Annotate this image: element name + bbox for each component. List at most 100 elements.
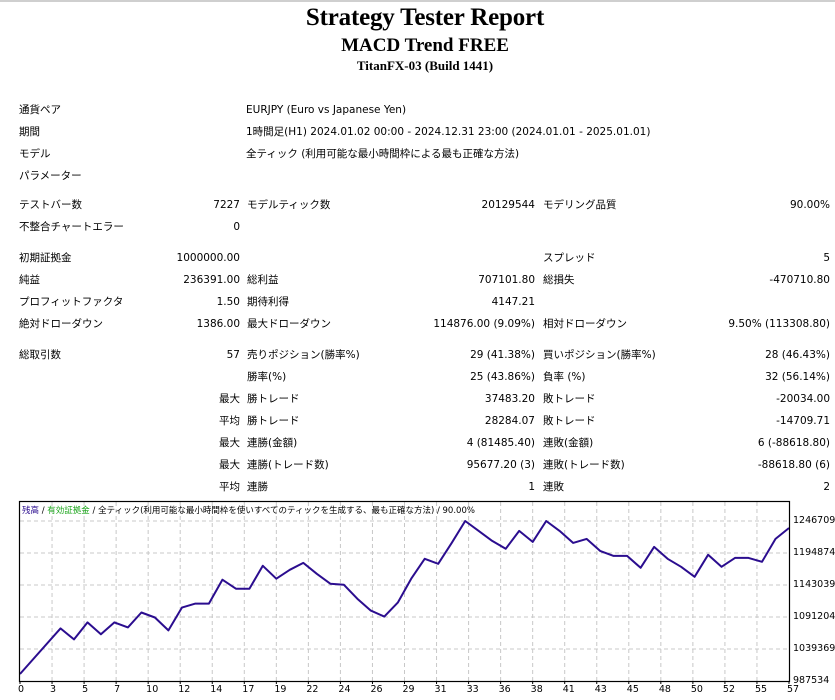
bars-label: テストバー数 (19, 199, 82, 211)
x-tick-label: 14 (210, 684, 223, 695)
x-tick-label: 48 (658, 684, 671, 695)
x-tick-label: 24 (338, 684, 351, 695)
row-prefix: 最大 (219, 393, 240, 405)
row-prefix: 平均 (219, 415, 240, 427)
info-label-parameters: パラメーター (19, 170, 82, 182)
x-tick-label: 38 (530, 684, 543, 695)
short-positions-label: 売りポジション(勝率%) (247, 349, 360, 361)
quality-label: モデリング品質 (543, 199, 617, 211)
info-label-symbol: 通貨ペア (19, 104, 61, 116)
row-prefix: 最大 (219, 437, 240, 449)
info-value-model: 全ティック (利用可能な最小時間枠による最も正確な方法) (246, 148, 520, 160)
info-value-symbol: EURJPY (Euro vs Japanese Yen) (246, 104, 407, 116)
x-tick-label: 29 (402, 684, 415, 695)
spread-label: スプレッド (543, 252, 596, 264)
expected-payoff-label: 期待利得 (247, 296, 289, 308)
row-prefix: 平均 (219, 481, 240, 493)
x-tick-label: 36 (498, 684, 511, 695)
abs-drawdown-label: 絶対ドローダウン (19, 318, 103, 330)
x-tick-label: 57 (787, 684, 800, 695)
rel-drawdown-value: 9.50% (113308.80) (728, 318, 830, 330)
ticks-label: モデルティック数 (247, 199, 331, 211)
short-positions-value: 29 (41.38%) (470, 349, 535, 361)
largest-win-value: 37483.20 (484, 393, 535, 405)
info-label-period: 期間 (19, 126, 40, 138)
max-consec-losses-amount-label: 連敗(金額) (543, 437, 594, 449)
max-drawdown-value: 114876.00 (9.09%) (433, 318, 535, 330)
win-rate-label: 勝率(%) (247, 371, 287, 383)
net-profit-label: 純益 (19, 274, 40, 286)
gross-loss-value: -470710.80 (769, 274, 830, 286)
x-tick-label: 41 (562, 684, 575, 695)
total-trades-label: 総取引数 (19, 349, 61, 361)
legend-balance: 残高 (22, 506, 40, 516)
max-consec-wins-amount-label: 連勝(金額) (247, 437, 298, 449)
x-tick-label: 10 (146, 684, 159, 695)
row-prefix: 最大 (219, 459, 240, 471)
report-title: Strategy Tester Report (305, 4, 545, 31)
loss-rate-value: 32 (56.14%) (765, 371, 830, 383)
info-label-model: モデル (19, 148, 51, 160)
average-win-label: 勝トレード (247, 415, 300, 427)
max-consec-losses-amount-value: 6 (-88618.80) (757, 437, 830, 449)
profit-factor-label: プロフィットファクタ (19, 296, 124, 308)
abs-drawdown-value: 1386.00 (196, 318, 240, 330)
x-tick-label: 55 (754, 684, 768, 695)
x-tick-label: 22 (306, 684, 319, 695)
legend-separator: / (39, 506, 48, 516)
max-consec-wins-count-label: 連勝(トレード数) (247, 459, 329, 471)
max-consec-losses-count-value: -88618.80 (6) (757, 459, 830, 471)
avg-consec-losses-value: 2 (823, 481, 830, 493)
profit-factor-value: 1.50 (216, 296, 240, 308)
expected-payoff-value: 4147.21 (491, 296, 535, 308)
ticks-value: 20129544 (481, 199, 535, 211)
x-tick-label: 3 (50, 684, 57, 695)
x-tick-label: 31 (434, 684, 447, 695)
max-drawdown-label: 最大ドローダウン (247, 318, 331, 330)
legend-details: / 全ティック(利用可能な最小時間枠を使いすべてのティックを生成する、最も正確な… (89, 506, 475, 516)
spread-value: 5 (823, 252, 830, 264)
long-positions-value: 28 (46.43%) (765, 349, 830, 361)
balance-line (19, 520, 790, 675)
errors-label: 不整合チャートエラー (19, 221, 124, 233)
y-tick-label: 1091204 (793, 611, 835, 622)
gross-profit-label: 総利益 (247, 274, 279, 286)
win-rate-value: 25 (43.86%) (470, 371, 535, 383)
x-tick-label: 45 (626, 684, 639, 695)
avg-consec-wins-label: 連勝 (247, 481, 268, 493)
average-loss-value: -14709.71 (776, 415, 830, 427)
y-tick-label: 1246709 (793, 515, 835, 526)
rel-drawdown-label: 相対ドローダウン (543, 318, 627, 330)
server-build: TitanFX-03 (Build 1441) (356, 58, 494, 73)
top-border (0, 0, 835, 2)
x-tick-label: 43 (594, 684, 607, 695)
max-consec-wins-amount-value: 4 (81485.40) (466, 437, 535, 449)
loss-rate-label: 負率 (%) (543, 371, 586, 383)
largest-loss-label: 敗トレード (543, 393, 596, 405)
balance-chart (18, 500, 791, 684)
x-tick-label: 50 (690, 684, 703, 695)
total-trades-value: 57 (226, 349, 240, 361)
legend-equity: 有効証拠金 (47, 506, 90, 516)
bars-value: 7227 (213, 199, 240, 211)
x-tick-label: 17 (242, 684, 255, 695)
x-tick-label: 33 (466, 684, 479, 695)
y-tick-label: 1194874 (793, 547, 835, 558)
y-tick-label: 1143039 (793, 579, 835, 590)
errors-value: 0 (233, 221, 240, 233)
gross-loss-label: 総損失 (543, 274, 575, 286)
net-profit-value: 236391.00 (183, 274, 240, 286)
avg-consec-wins-value: 1 (528, 481, 535, 493)
x-tick-label: 12 (178, 684, 191, 695)
average-win-value: 28284.07 (484, 415, 535, 427)
average-loss-label: 敗トレード (543, 415, 596, 427)
long-positions-label: 買いポジション(勝率%) (543, 349, 656, 361)
gross-profit-value: 707101.80 (478, 274, 535, 286)
x-tick-label: 0 (18, 684, 25, 695)
deposit-value: 1000000.00 (176, 252, 240, 264)
largest-win-label: 勝トレード (247, 393, 300, 405)
max-consec-wins-count-value: 95677.20 (3) (466, 459, 535, 471)
expert-name: MACD Trend FREE (341, 35, 509, 56)
x-tick-label: 19 (274, 684, 287, 695)
x-tick-label: 5 (82, 684, 89, 695)
